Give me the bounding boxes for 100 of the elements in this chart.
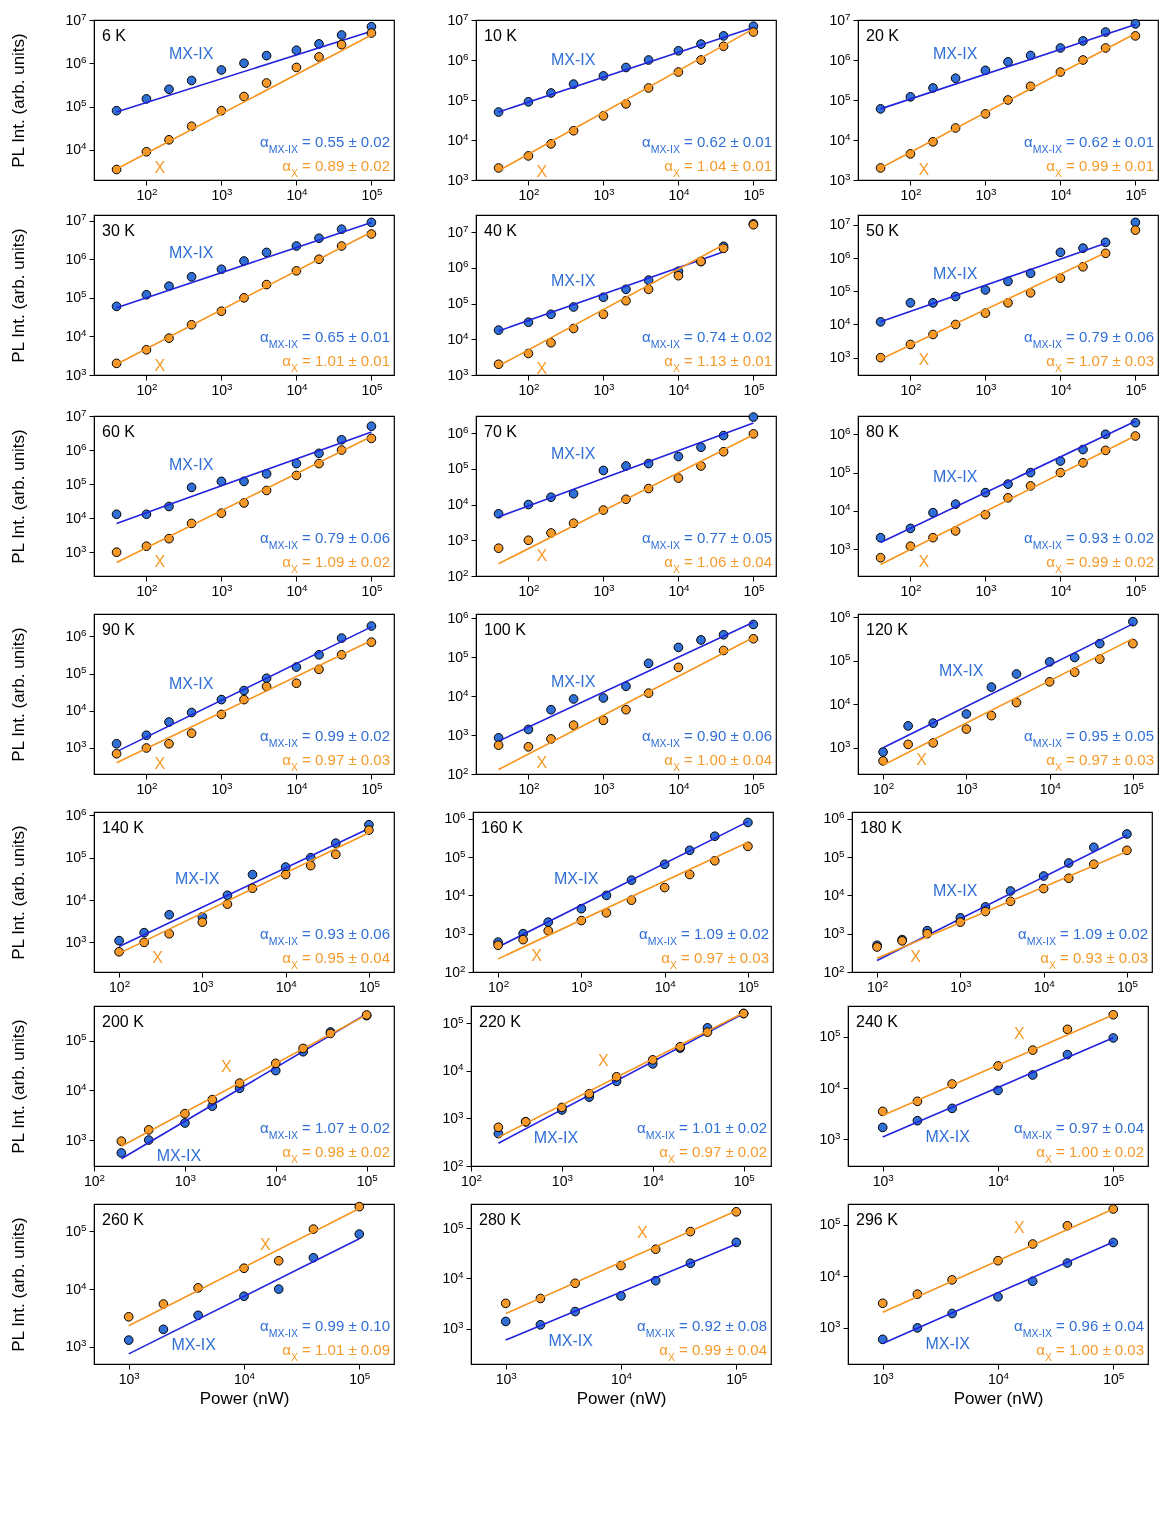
series-label: MX-IX	[174, 870, 220, 888]
x-tick-label: 10$^{3}$	[593, 581, 615, 599]
y-tick-label: 10$^{6}$	[65, 249, 88, 267]
y-tick-label: 10$^{3}$	[447, 530, 470, 548]
x-axis-title: Power (nW)	[953, 1388, 1044, 1408]
annotation: α$_{MX-IX}$ = 1.09 ± 0.02	[1018, 925, 1148, 947]
y-tick-label: 10$^{5}$	[65, 1030, 88, 1049]
annotation: α$_{MX-IX}$ = 0.93 ± 0.02	[1024, 529, 1154, 551]
y-tick-label: 10$^{4}$	[819, 1078, 842, 1096]
y-tick-label: 10$^{4}$	[823, 885, 846, 903]
x-tick-label: 10$^{4}$	[668, 380, 690, 398]
y-tick-label: 10$^{3}$	[829, 170, 852, 188]
y-tick-label: 10$^{4}$	[65, 139, 88, 158]
x-tick-label: 10$^{3}$	[551, 1171, 574, 1189]
x-tick-label: 10$^{4}$	[1039, 779, 1062, 797]
series-label: X	[536, 753, 548, 771]
y-tick-label: 10$^{5}$	[829, 462, 852, 481]
y-tick-label: 10$^{5}$	[447, 647, 470, 665]
x-tick-label: 10$^{5}$	[361, 380, 383, 398]
annotation: α$_{X}$ = 0.95 ± 0.04	[282, 949, 390, 971]
series-label: X	[536, 162, 548, 180]
annotation: α$_{MX-IX}$ = 0.55 ± 0.02	[260, 133, 390, 155]
y-tick-label: 10$^{3}$	[442, 1318, 465, 1337]
series-label: X	[154, 755, 166, 772]
x-tick-label: 10$^{2}$	[518, 185, 540, 203]
y-tick-label: 10$^{3}$	[447, 365, 470, 383]
series-label: X	[1014, 1025, 1026, 1043]
annotation: 60 K	[102, 423, 136, 440]
x-tick-label: 10$^{2}$	[109, 977, 131, 995]
x-tick-label: 10$^{3}$	[174, 1171, 197, 1189]
x-tick-label: 10$^{4}$	[987, 1369, 1010, 1387]
y-tick-label: 10$^{3}$	[65, 932, 88, 950]
y-tick-label: 10$^{2}$	[442, 1156, 464, 1174]
annotation: α$_{MX-IX}$ = 0.97 ± 0.04	[1014, 1119, 1144, 1141]
annotation: α$_{X}$ = 1.00 ± 0.03	[1036, 1341, 1144, 1363]
y-tick-label: 10$^{5}$	[65, 663, 88, 682]
y-tick-label: 10$^{6}$	[829, 50, 852, 68]
annotation: α$_{MX-IX}$ = 0.77 ± 0.05	[642, 529, 772, 551]
y-tick-label: 10$^{3}$	[65, 365, 88, 383]
x-tick-label: 10$^{5}$	[737, 977, 760, 995]
y-tick-label: 10$^{6}$	[65, 440, 88, 458]
y-tick-label: 10$^{6}$	[829, 248, 852, 266]
y-tick-label: 10$^{4}$	[65, 508, 88, 526]
y-tick-label: 10$^{4}$	[447, 494, 470, 513]
y-tick-label: 10$^{3}$	[829, 347, 852, 366]
x-tick-label: 10$^{4}$	[668, 185, 690, 203]
y-tick-label: 10$^{5}$	[819, 1026, 842, 1045]
annotation: α$_{MX-IX}$ = 0.92 ± 0.08	[637, 1317, 767, 1339]
y-tick-label: 10$^{3}$	[65, 1130, 88, 1148]
annotation: α$_{MX-IX}$ = 0.93 ± 0.06	[260, 925, 390, 947]
annotation: 40 K	[484, 222, 518, 239]
series-label: X	[916, 751, 928, 769]
annotation: 180 K	[860, 819, 903, 836]
annotation: α$_{MX-IX}$ = 0.90 ± 0.06	[642, 727, 772, 749]
annotation: α$_{MX-IX}$ = 1.07 ± 0.02	[260, 1119, 390, 1141]
annotation: α$_{MX-IX}$ = 0.62 ± 0.01	[642, 133, 772, 155]
x-tick-label: 10$^{2}$	[518, 581, 540, 599]
y-tick-label: 10$^{5}$	[65, 847, 88, 866]
series-label: X	[918, 351, 930, 369]
series-label: MX-IX	[168, 244, 214, 262]
x-tick-label: 10$^{5}$	[1125, 380, 1147, 398]
y-tick-label: 10$^{7}$	[829, 10, 851, 28]
x-tick-label: 10$^{2}$	[136, 581, 158, 599]
y-axis-title: PL Int. (arb. units)	[8, 1217, 28, 1352]
annotation: 120 K	[866, 621, 909, 638]
x-tick-label: 10$^{5}$	[743, 380, 765, 398]
x-tick-label: 10$^{3}$	[975, 185, 997, 203]
y-tick-label: 10$^{6}$	[65, 53, 88, 71]
y-tick-label: 10$^{4}$	[65, 326, 88, 344]
y-tick-label: 10$^{6}$	[829, 424, 852, 442]
x-tick-label: 10$^{3}$	[211, 581, 233, 599]
x-tick-label: 10$^{2}$	[900, 581, 922, 599]
x-tick-label: 10$^{5}$	[726, 1369, 748, 1387]
x-tick-label: 10$^{2}$	[488, 977, 510, 995]
y-tick-label: 10$^{4}$	[444, 885, 467, 903]
y-tick-label: 10$^{5}$	[829, 650, 852, 669]
y-tick-label: 10$^{3}$	[447, 170, 470, 188]
annotation: α$_{X}$ = 1.13 ± 0.01	[664, 352, 772, 374]
series-label: X	[536, 360, 548, 378]
x-tick-label: 10$^{3}$	[872, 1369, 895, 1387]
y-tick-label: 10$^{6}$	[65, 626, 88, 644]
annotation: α$_{X}$ = 0.97 ± 0.03	[1046, 751, 1154, 773]
y-tick-label: 10$^{6}$	[447, 257, 470, 276]
x-tick-label: 10$^{5}$	[1122, 779, 1145, 797]
x-tick-label: 10$^{2}$	[136, 380, 158, 398]
annotation: α$_{X}$ = 1.01 ± 0.01	[282, 352, 390, 374]
annotation: 30 K	[102, 222, 136, 239]
y-tick-label: 10$^{6}$	[447, 423, 470, 441]
x-tick-label: 10$^{3}$	[593, 185, 615, 203]
annotation: α$_{X}$ = 0.98 ± 0.02	[282, 1143, 390, 1165]
x-tick-label: 10$^{2}$	[136, 779, 158, 797]
annotation: α$_{MX-IX}$ = 0.74 ± 0.02	[642, 328, 772, 350]
series-label: X	[536, 547, 548, 565]
y-tick-label: 10$^{4}$	[447, 329, 470, 347]
y-tick-label: 10$^{5}$	[442, 1013, 465, 1031]
y-tick-label: 10$^{3}$	[823, 923, 846, 942]
annotation: α$_{MX-IX}$ = 0.62 ± 0.01	[1024, 133, 1154, 155]
x-tick-label: 10$^{2}$	[900, 185, 922, 203]
x-tick-label: 10$^{4}$	[1050, 185, 1072, 203]
series-label: X	[154, 553, 166, 571]
